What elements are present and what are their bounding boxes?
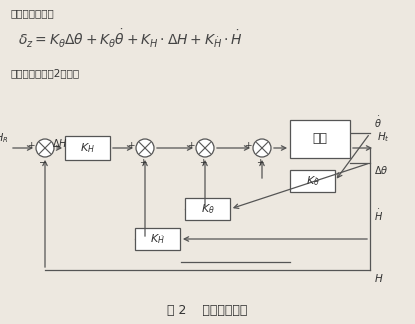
- Text: $\Delta H$: $\Delta H$: [51, 137, 67, 149]
- Text: $\dot{H}$: $\dot{H}$: [374, 208, 383, 223]
- Circle shape: [196, 139, 214, 157]
- Text: +: +: [127, 142, 135, 151]
- Text: $H_t$: $H_t$: [377, 130, 390, 144]
- Bar: [185, 198, 230, 220]
- Circle shape: [136, 139, 154, 157]
- Text: +: +: [256, 158, 264, 167]
- Text: $K_{\dot{H}}$: $K_{\dot{H}}$: [150, 232, 165, 246]
- Text: −: −: [39, 158, 47, 168]
- Text: +: +: [199, 158, 207, 167]
- Text: +: +: [27, 142, 35, 151]
- Text: $\dot{\theta}$: $\dot{\theta}$: [374, 115, 382, 130]
- Text: +: +: [139, 158, 147, 167]
- Text: +: +: [244, 142, 252, 151]
- Text: $\Delta\theta$: $\Delta\theta$: [374, 164, 388, 176]
- Circle shape: [36, 139, 54, 157]
- Circle shape: [253, 139, 271, 157]
- Text: +: +: [188, 142, 195, 151]
- Bar: [135, 228, 180, 250]
- Bar: [290, 120, 350, 158]
- Text: 其时域表示为：: 其时域表示为：: [10, 8, 54, 18]
- Text: $K_H$: $K_H$: [80, 141, 95, 155]
- Text: 其控制原理如图2所示。: 其控制原理如图2所示。: [10, 68, 79, 78]
- Text: $K_{\dot\theta}$: $K_{\dot\theta}$: [305, 174, 320, 188]
- Text: 图 2    控制原理框图: 图 2 控制原理框图: [167, 304, 247, 317]
- Text: $H$: $H$: [374, 272, 383, 284]
- Text: $K_\theta$: $K_\theta$: [200, 202, 215, 216]
- Text: $H_R$: $H_R$: [0, 131, 8, 145]
- Bar: [65, 136, 110, 160]
- Text: 飞机: 飞机: [312, 133, 327, 145]
- Text: $\delta_z = K_\theta\Delta\theta + K_\theta\dot{\theta} + K_H \cdot \Delta H + K: $\delta_z = K_\theta\Delta\theta + K_\th…: [18, 28, 243, 50]
- Bar: [290, 170, 335, 192]
